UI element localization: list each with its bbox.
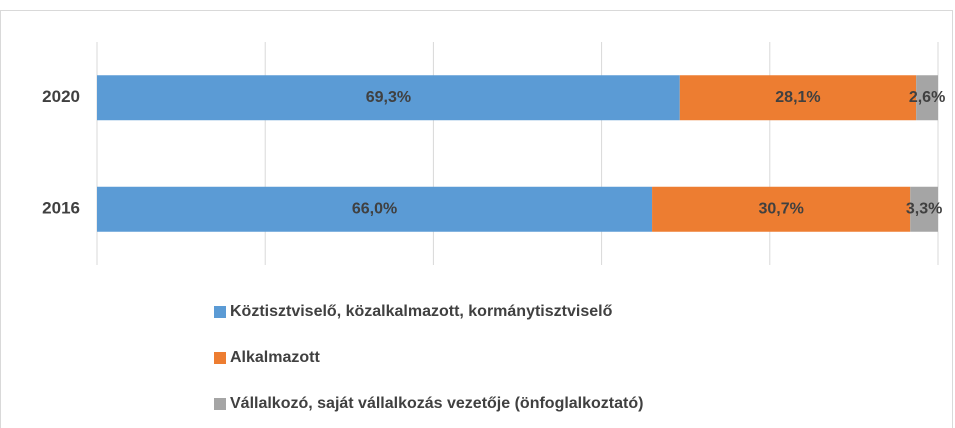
bar-segment [652, 186, 911, 232]
data-label: 30,7% [758, 200, 803, 217]
data-label: 66,0% [352, 200, 397, 217]
y-tick-label: 2016 [42, 199, 80, 218]
bar-segment [97, 75, 680, 121]
bar-segment [679, 75, 917, 121]
bar-segment [97, 186, 653, 232]
legend-label: Alkalmazott [230, 349, 320, 366]
legend-label: Vállalkozó, saját vállalkozás vezetője (… [230, 395, 643, 412]
chart-border [0, 10, 953, 428]
data-label: 3,3% [906, 200, 942, 217]
legend-label: Köztisztviselő, közalkalmazott, kormányt… [230, 303, 613, 320]
data-label: 69,3% [366, 89, 411, 106]
legend-swatch [214, 398, 226, 410]
data-label: 28,1% [775, 89, 820, 106]
legend-swatch [214, 352, 226, 364]
bar-segment [916, 75, 938, 121]
legend-swatch [214, 306, 226, 318]
data-label: 2,6% [909, 89, 945, 106]
bar-segment [910, 186, 938, 232]
y-tick-label: 2020 [42, 87, 80, 106]
